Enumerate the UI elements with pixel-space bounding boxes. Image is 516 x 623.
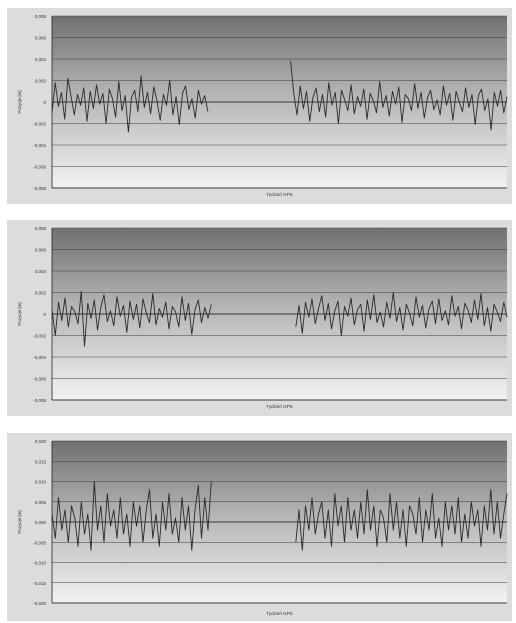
y-tick-label: -0,002 (33, 122, 46, 127)
y-tick-label: 0,015 (35, 459, 47, 464)
y-tick-label: -0,005 (33, 540, 46, 545)
y-tick-label: -0,008 (33, 186, 46, 191)
y-tick-label: 0,004 (35, 57, 47, 62)
data-series-line (51, 290, 508, 347)
x-axis-label: Tydzień GPS (266, 192, 292, 197)
y-tick-label: -0,010 (33, 561, 46, 566)
y-tick-label: 0,004 (35, 269, 47, 274)
y-tick-label: 0,002 (35, 79, 47, 84)
y-tick-label: -0,015 (33, 581, 46, 586)
y-tick-label: 0 (43, 312, 46, 317)
y-axis-label: Pozycja [m] (17, 90, 22, 113)
y-tick-label: -0,002 (33, 334, 46, 339)
y-tick-label: 0,008 (35, 14, 47, 19)
line-chart-3: 0,020 0,015 0,010 0,005 0,000 -0,005 -0,010 -0,… (17, 439, 508, 616)
y-tick-label: 0,006 (35, 248, 47, 253)
y-tick-label: -0,020 (33, 601, 46, 606)
y-axis-label: Pozycja [m] (17, 302, 22, 325)
chart-panel-1: 0,008 0,006 0,004 0,002 0 -0,002 -0,004 -0,006 -… (7, 8, 512, 204)
data-series-line (51, 61, 508, 133)
chart-panel-3: 0,020 0,015 0,010 0,005 0,000 -0,005 -0,010 -0,… (7, 433, 512, 621)
y-tick-label: 0,010 (35, 480, 47, 485)
x-axis-label: Tydzień GPS (266, 404, 292, 409)
y-tick-label: 0 (43, 100, 46, 105)
line-chart-2: 0,008 0,006 0,004 0,002 0 -0,002 -0,004 -0,006 -… (17, 226, 508, 409)
y-tick-label: -0,004 (33, 143, 46, 148)
chart-panel-2: 0,008 0,006 0,004 0,002 0 -0,002 -0,004 -0,006 -… (7, 220, 512, 416)
y-tick-label: 0,005 (35, 500, 47, 505)
y-tick-label: 0,008 (35, 226, 47, 231)
y-tick-label: 0,002 (35, 291, 47, 296)
y-tick-label: -0,004 (33, 355, 46, 360)
y-tick-label: -0,006 (33, 377, 46, 382)
line-chart-1: 0,008 0,006 0,004 0,002 0 -0,002 -0,004 -0,006 -… (17, 14, 508, 197)
data-series-line (51, 481, 508, 551)
y-axis-label: Pozycja [m] (17, 510, 22, 533)
y-tick-label: 0,000 (35, 520, 47, 525)
x-axis-label: Tydzień GPS (266, 611, 292, 616)
y-tick-label: 0,006 (35, 36, 47, 41)
y-tick-label: -0,008 (33, 398, 46, 403)
y-tick-label: 0,020 (35, 439, 47, 444)
y-tick-label: -0,006 (33, 165, 46, 170)
